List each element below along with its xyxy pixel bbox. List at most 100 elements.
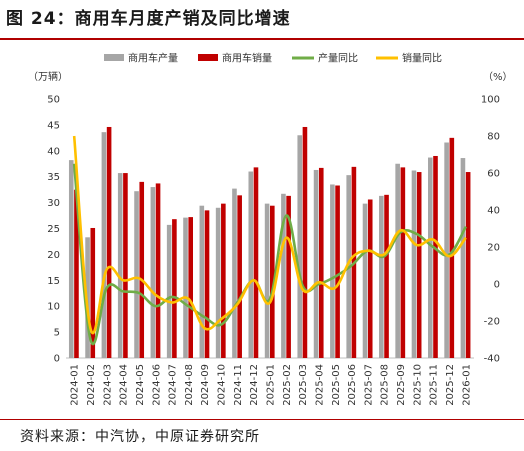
production-bar (166, 224, 172, 358)
right-tick-label: 60 (487, 169, 500, 180)
x-tick-label: 2024-09 (200, 364, 211, 406)
x-tick-label: 2026-01 (461, 364, 472, 406)
x-tick-label: 2025-08 (380, 364, 391, 406)
production-bar (264, 203, 270, 358)
x-tick-label: 2025-05 (331, 364, 342, 406)
source-note: 资料来源：中汽协，中原证券研究所 (20, 429, 260, 445)
production-bar (215, 207, 221, 358)
production-bar (395, 163, 400, 358)
x-tick-label: 2025-06 (347, 364, 358, 406)
right-tick-label: -40 (484, 354, 500, 365)
sales-bar (90, 227, 96, 358)
x-tick-label: 2025-10 (412, 364, 423, 406)
x-tick-label: 2024-02 (86, 364, 97, 406)
legend-label: 销量同比 (402, 52, 442, 65)
x-tick-label: 2024-06 (151, 364, 162, 406)
x-tick-label: 2024-07 (168, 364, 179, 406)
production-bar (150, 187, 156, 358)
left-tick-label: 40 (47, 146, 60, 157)
legend-swatch (198, 54, 218, 61)
sales-bar (221, 203, 226, 358)
sales-bar (204, 210, 210, 358)
left-tick-label: 50 (47, 95, 60, 106)
sales-yoy-line (72, 135, 467, 334)
sales-bar (318, 167, 324, 358)
production-bar (379, 195, 384, 358)
sales-bar (106, 126, 112, 358)
left-tick-label: 20 (47, 250, 60, 261)
sales-bar (237, 195, 242, 358)
sales-bar (367, 199, 373, 358)
x-tick-label: 2025-03 (298, 364, 309, 406)
x-tick-label: 2024-08 (184, 364, 195, 406)
x-tick-label: 2025-07 (363, 364, 374, 406)
sales-bar (384, 194, 389, 358)
sales-bar (465, 172, 471, 358)
production-yoy-line (72, 163, 467, 346)
production-bar (330, 184, 335, 358)
production-bar (460, 158, 466, 358)
left-tick-label: 10 (47, 302, 60, 313)
right-tick-label: 40 (487, 206, 500, 217)
production-bar (199, 205, 205, 358)
right-tick-label: -20 (484, 317, 500, 328)
production-bar (183, 217, 188, 358)
legend: 商用车产量 商用车销量 产量同比 销量同比 (104, 52, 442, 65)
x-tick-label: 2024-12 (249, 364, 260, 406)
x-tick-label: 2024-11 (233, 364, 244, 406)
production-bar (101, 132, 107, 358)
x-tick-label: 2024-10 (217, 364, 228, 406)
lines (72, 135, 467, 346)
x-tick-label: 2024-05 (135, 364, 146, 406)
source-divider (0, 419, 524, 420)
production-bar (313, 169, 319, 358)
production-bar (281, 193, 286, 358)
production-bar (248, 171, 254, 358)
right-axis-unit: （%） (483, 71, 513, 83)
left-tick-label: 5 (54, 328, 60, 339)
x-tick-label: 2024-04 (119, 364, 130, 406)
x-tick-label: 2025-12 (445, 364, 456, 406)
production-bar (117, 173, 123, 358)
left-tick-label: 30 (47, 198, 60, 209)
left-axis-unit: （万辆） (28, 70, 68, 83)
x-tick-label: 2025-04 (314, 364, 325, 406)
chart: 商用车产量 商用车销量 产量同比 销量同比 （万辆） （%） 2024-01 2024-… (28, 52, 513, 406)
sales-bar (335, 185, 340, 358)
production-bar (428, 157, 433, 358)
production-bar (444, 142, 449, 358)
x-tick-label: 2025-11 (429, 364, 440, 406)
x-tick-label: 2024-03 (102, 364, 113, 406)
sales-bar (449, 137, 455, 358)
production-bar (362, 203, 368, 358)
production-bar (297, 135, 303, 358)
legend-label: 商用车销量 (222, 52, 272, 65)
sales-bar (286, 195, 291, 358)
production-bar (232, 188, 237, 358)
sales-bar (302, 126, 308, 358)
sales-bar (139, 181, 145, 358)
right-tick-label: 80 (487, 132, 500, 143)
sales-bar (416, 172, 422, 358)
sales-bar (188, 217, 193, 358)
left-tick-label: 15 (47, 276, 60, 287)
right-tick-label: 20 (487, 243, 500, 254)
x-axis-ticks: 2024-01 2024-02 2024-03 2024-04 2024-05 2024-… (70, 364, 473, 406)
production-bar (134, 191, 139, 358)
production-bar (411, 170, 417, 358)
left-tick-label: 35 (47, 172, 60, 183)
right-tick-label: 0 (494, 280, 500, 291)
legend-swatch (104, 54, 124, 61)
right-tick-label: 100 (481, 95, 500, 106)
x-tick-label: 2025-02 (282, 364, 293, 406)
left-tick-label: 0 (54, 354, 60, 365)
y-axis-ticks: 0 5 10 15 20 25 30 35 40 45 50 -40 -20 0 20 40 60 80 100 (47, 95, 500, 365)
x-tick-label: 2025-01 (266, 364, 277, 406)
x-tick-label: 2024-01 (70, 364, 81, 406)
production-bar (68, 160, 74, 358)
sales-bar (400, 167, 406, 358)
left-tick-label: 25 (47, 224, 60, 235)
legend-label: 产量同比 (318, 52, 358, 65)
title-divider (0, 38, 524, 40)
sales-bar (433, 155, 438, 358)
